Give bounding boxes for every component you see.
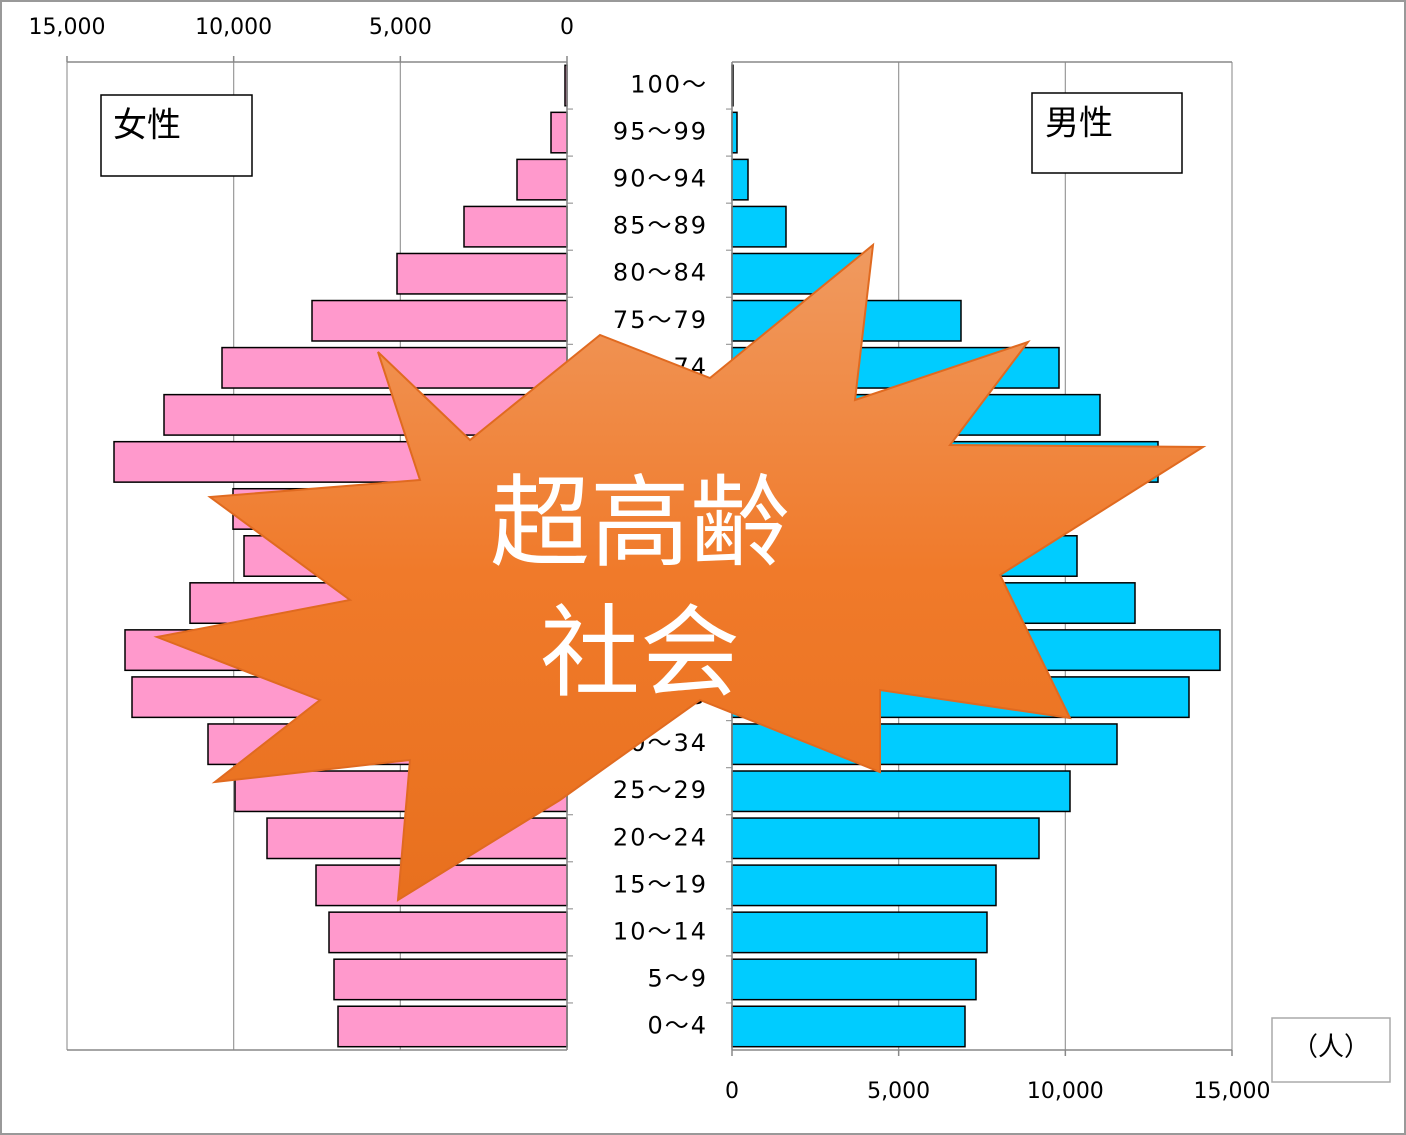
bar — [516, 158, 568, 201]
x-tick-label: 5,000 — [369, 15, 432, 40]
bar — [337, 1005, 568, 1048]
category-label: 20～24 — [613, 823, 708, 851]
category-label: 0～4 — [647, 1011, 708, 1039]
x-tick-label: 15,000 — [29, 15, 106, 40]
annotation: 超高齢 — [490, 464, 790, 581]
category-label: 15～19 — [613, 870, 708, 898]
unit-box — [1271, 1017, 1391, 1083]
bar — [731, 958, 977, 1001]
x-tick-label: 10,000 — [1027, 1079, 1104, 1104]
bar — [731, 911, 988, 954]
bar — [731, 770, 1071, 813]
category-label: 85～89 — [613, 212, 708, 240]
legend-label: 女性 — [113, 106, 181, 146]
bar — [550, 111, 568, 154]
burst-shape — [153, 242, 1207, 902]
category-label: 100～ — [630, 71, 708, 99]
bar — [731, 1005, 966, 1048]
bar — [463, 205, 568, 248]
category-label: 10～14 — [613, 917, 708, 945]
bar — [731, 158, 749, 201]
bar — [731, 864, 997, 907]
category-label: 95～99 — [613, 118, 708, 146]
legend-label: 男性 — [1045, 104, 1113, 144]
unit-label: （人） — [1292, 1033, 1370, 1063]
category-label: 5～9 — [647, 964, 708, 992]
legend-box — [1031, 92, 1183, 174]
bar — [333, 958, 568, 1001]
category-label: 25～29 — [613, 776, 708, 804]
annotation: 社会 — [540, 594, 740, 711]
bar — [396, 252, 568, 295]
legend-box — [100, 94, 253, 177]
bar — [311, 299, 568, 342]
bar — [328, 911, 568, 954]
x-tick-label: 0 — [725, 1079, 739, 1104]
category-label: 80～84 — [613, 259, 708, 287]
bar — [731, 817, 1040, 860]
category-label: 90～94 — [613, 165, 708, 193]
x-tick-label: 10,000 — [195, 15, 272, 40]
category-label: 75～79 — [613, 306, 708, 334]
x-tick-label: 0 — [560, 15, 574, 40]
x-tick-label: 15,000 — [1194, 1079, 1271, 1104]
bar — [731, 205, 787, 248]
x-tick-label: 5,000 — [867, 1079, 930, 1104]
